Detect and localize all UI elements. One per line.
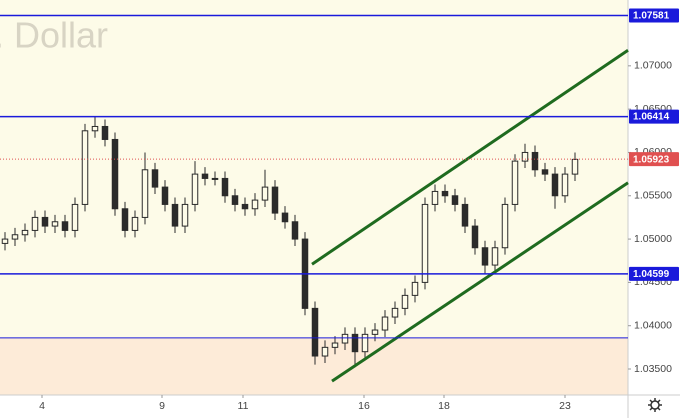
candle-body	[451, 195, 459, 205]
candle-body	[81, 130, 89, 205]
candle-body	[141, 169, 149, 218]
candle-body	[241, 203, 249, 210]
x-tick-label: 9	[159, 400, 165, 412]
level-label: 1.04599	[633, 269, 670, 280]
candle-body	[401, 294, 409, 309]
candle-body	[321, 346, 329, 357]
candle-body	[261, 186, 269, 201]
candle-body	[511, 160, 519, 205]
trend-line	[331, 181, 629, 383]
candle-body	[181, 203, 189, 227]
level-label-box	[629, 266, 679, 281]
candle-body	[571, 158, 579, 175]
gear-teeth[interactable]	[648, 398, 662, 412]
candle-body	[431, 190, 439, 205]
candle-body	[551, 173, 559, 197]
candle-body	[331, 342, 339, 348]
candle-body	[191, 173, 199, 205]
price-label: 1.05923	[633, 154, 670, 165]
candle-body	[51, 221, 59, 227]
y-tick-label: 1.05500	[634, 190, 672, 202]
candle-body	[221, 177, 229, 197]
candle-body	[31, 216, 39, 231]
x-tick-label: 18	[438, 400, 450, 412]
candle-body	[461, 203, 469, 227]
candle-body	[541, 169, 549, 175]
x-tick-label: 16	[358, 400, 370, 412]
price-label-box	[629, 152, 679, 167]
candle-body	[171, 203, 179, 227]
candle-body	[501, 203, 509, 249]
candle-body	[271, 186, 279, 214]
candle-body	[341, 333, 349, 344]
candle-body	[281, 212, 289, 223]
candle-body	[521, 151, 529, 162]
candle-body	[151, 169, 159, 188]
candle-body	[41, 216, 49, 227]
watermark: . Dollar	[0, 15, 108, 56]
candle-body	[371, 329, 379, 335]
candle-body	[531, 151, 539, 171]
candle-body	[211, 177, 219, 180]
x-tick-label: 23	[559, 400, 571, 412]
candle-body	[131, 216, 139, 231]
y-tick-label: 1.03500	[634, 363, 672, 375]
candle-body	[291, 221, 299, 240]
candle-body	[421, 203, 429, 283]
candle-body	[71, 203, 79, 231]
candle-body	[101, 125, 109, 140]
candle-body	[161, 186, 169, 205]
candle-body	[561, 173, 569, 197]
x-tick-label: 11	[238, 400, 249, 412]
y-tick-label: 1.07000	[634, 60, 672, 72]
candle-body	[411, 281, 419, 296]
candle-body	[91, 125, 99, 132]
candle-body	[381, 316, 389, 331]
candle-body	[251, 199, 259, 210]
candle-body	[121, 208, 129, 231]
level-label-box	[629, 8, 679, 23]
candle-body	[491, 247, 499, 266]
candle-body	[481, 247, 489, 266]
trend-line	[311, 48, 629, 266]
candle-body	[201, 173, 209, 179]
level-label: 1.06414	[633, 112, 670, 123]
candle-body	[351, 333, 359, 353]
candle-body	[361, 333, 369, 353]
level-label-box	[629, 109, 679, 124]
candle-body	[311, 307, 319, 357]
candle-body	[391, 307, 399, 318]
gear[interactable]	[650, 400, 660, 410]
y-tick-label: 1.04000	[634, 319, 672, 331]
candle-body	[231, 195, 239, 205]
level-label: 1.07581	[633, 11, 670, 22]
candle-body	[1, 238, 9, 244]
y-tick-label: 1.05000	[634, 233, 672, 245]
settings-icon[interactable]	[648, 398, 662, 412]
candle-body	[61, 221, 69, 231]
candle-body	[11, 234, 19, 240]
x-tick-label: 4	[39, 400, 45, 412]
candle-body	[111, 138, 119, 210]
candle-body	[441, 190, 449, 197]
candle-body	[471, 225, 479, 249]
candle-body	[21, 229, 29, 236]
